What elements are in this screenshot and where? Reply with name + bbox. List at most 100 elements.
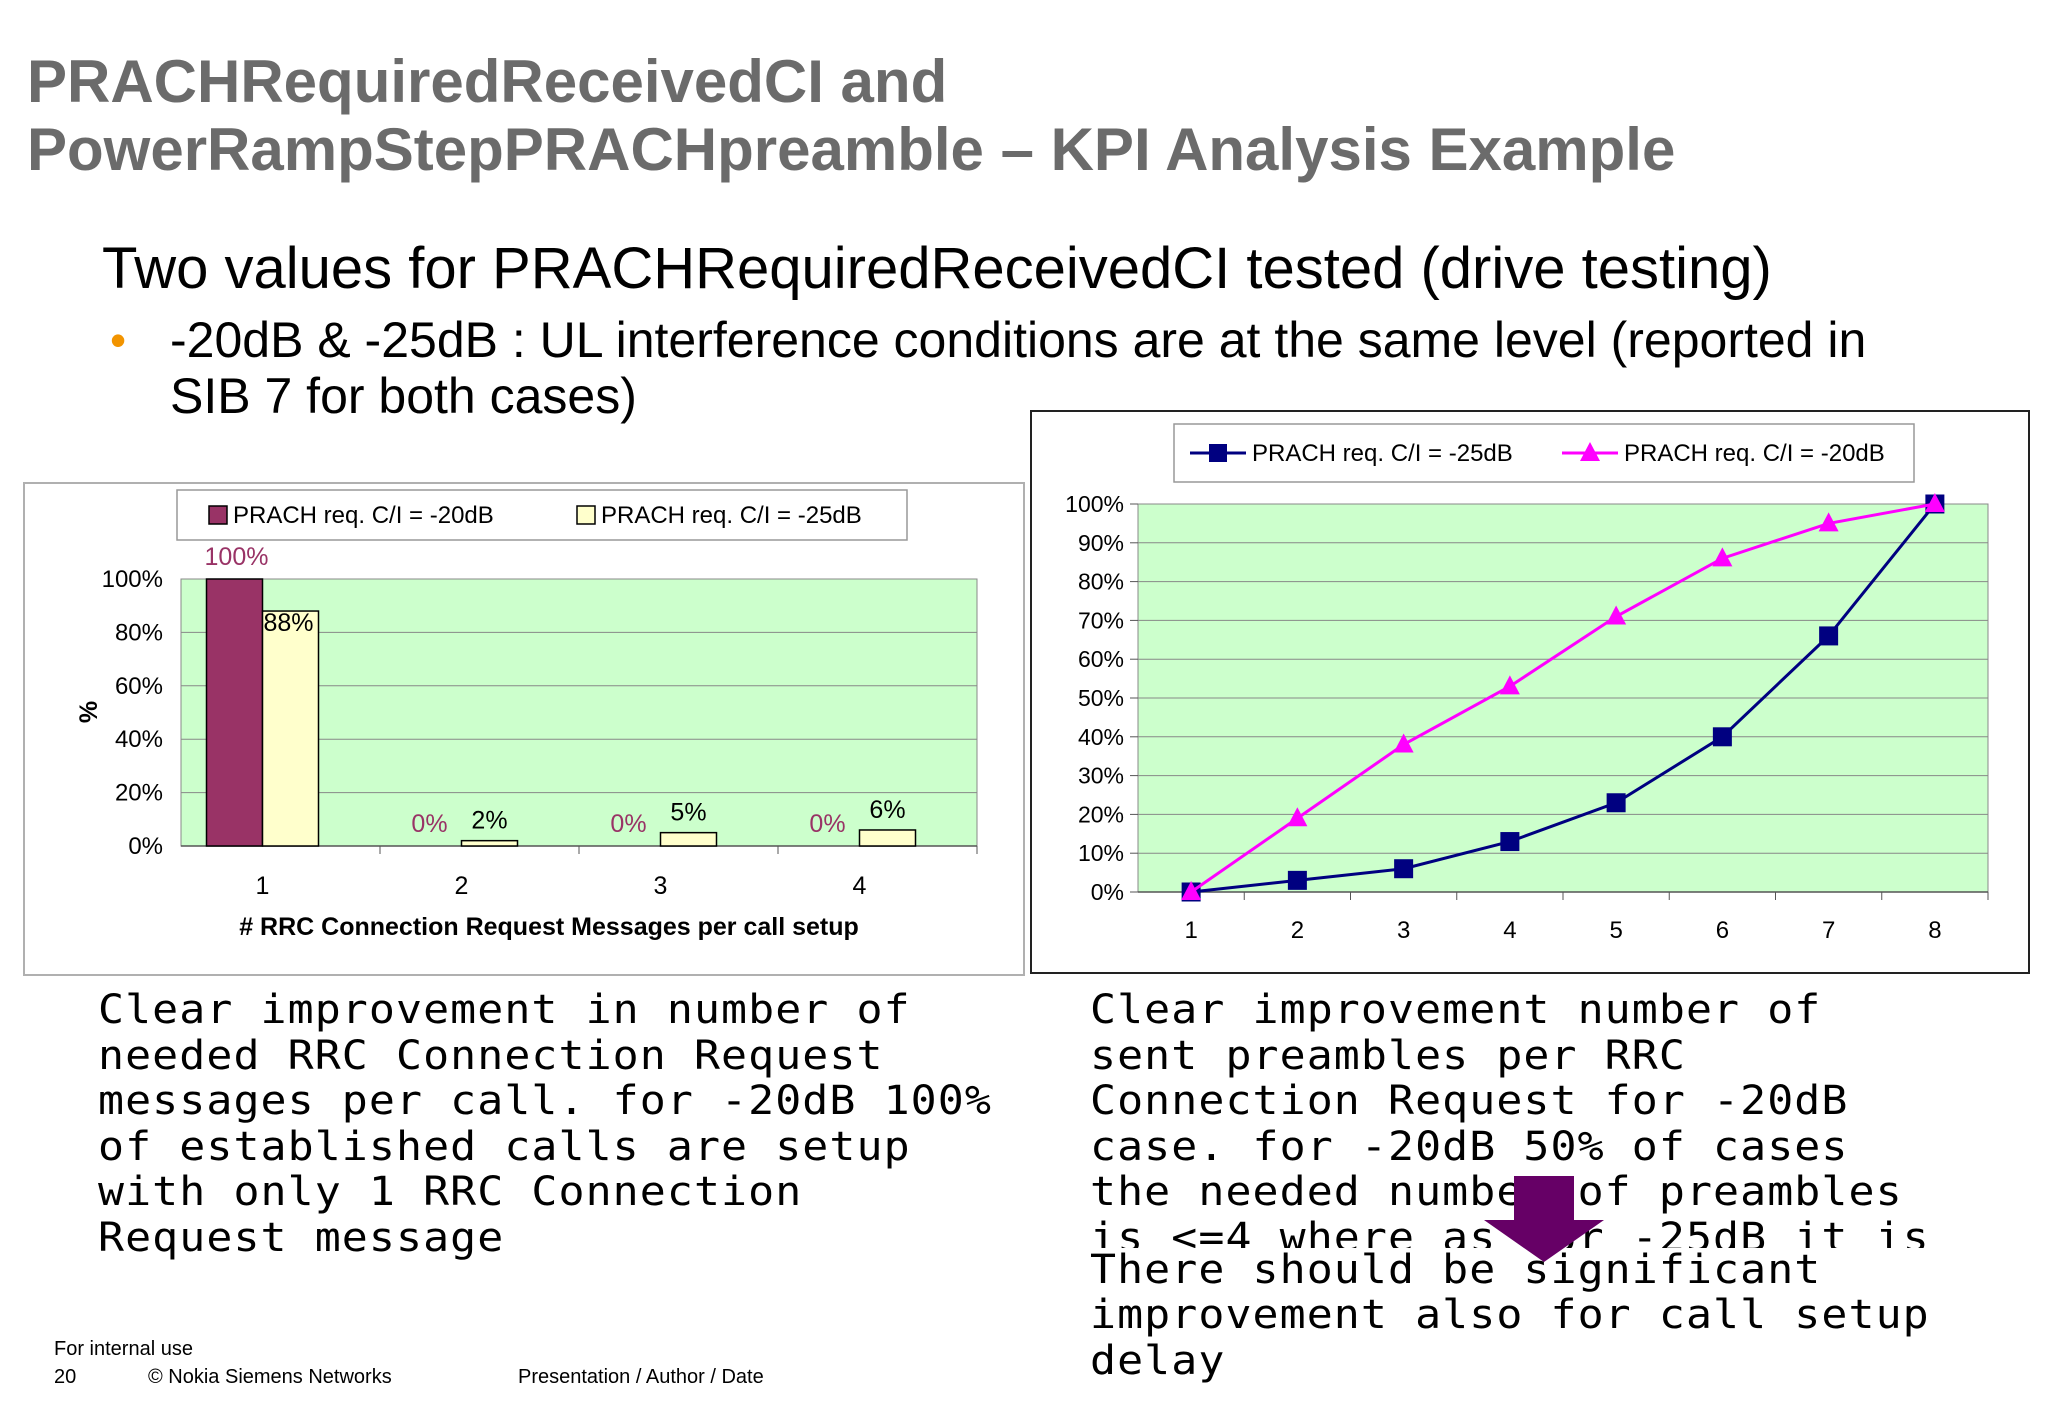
data-point	[1606, 605, 1627, 625]
data-point	[1606, 793, 1626, 813]
y-tick-label: 40%	[1078, 724, 1124, 750]
data-point	[1393, 733, 1414, 753]
bar	[205, 578, 264, 847]
y-tick-label: 0%	[128, 833, 163, 860]
y-tick-label: 80%	[115, 619, 163, 646]
data-point	[1819, 626, 1839, 646]
subtitle: Two values for PRACHRequiredReceivedCI t…	[102, 236, 1772, 301]
bar	[261, 610, 320, 847]
data-label: 0%	[411, 810, 447, 838]
y-tick-label: 70%	[1078, 607, 1124, 633]
right-note: Clear improvement number of sent preambl…	[1090, 987, 1930, 1384]
data-point	[1181, 881, 1202, 900]
legend-label: PRACH req. C/I = -20dB	[233, 502, 494, 529]
y-tick-label: 0%	[1091, 879, 1124, 905]
legend-marker	[1580, 442, 1600, 461]
y-tick-label: 100%	[102, 566, 163, 593]
y-tick-label: 30%	[1078, 763, 1124, 789]
left-note-line: needed RRC Connection Request	[98, 1032, 884, 1079]
y-tick-label: 20%	[1078, 801, 1124, 827]
left-note-line: of established calls are setup	[98, 1123, 911, 1170]
y-tick-label: 100%	[1065, 491, 1124, 517]
x-tick-label: 3	[654, 872, 668, 900]
legend-swatch	[576, 505, 596, 525]
data-point	[1394, 859, 1414, 879]
data-point	[1818, 512, 1839, 532]
line-chart: 0% 10% 20% 30% 40% 50% 60% 70% 80% 90% 100% 1 2 3 4 5 6 7…	[1065, 423, 1989, 944]
y-tick-label: 60%	[1078, 646, 1124, 672]
data-label: 88%	[263, 609, 313, 637]
legend-label: PRACH req. C/I = -20dB	[1624, 440, 1885, 467]
left-note-line: Clear improvement in number of	[98, 987, 911, 1033]
footer-page-number: 20	[54, 1366, 77, 1388]
legend-marker	[1209, 444, 1227, 462]
data-point	[1924, 493, 1945, 512]
data-label: 5%	[670, 799, 706, 827]
legend: PRACH req. C/I = -25dB PRACH req. C/I = -…	[1173, 423, 1915, 483]
data-point	[1712, 547, 1733, 567]
data-label: 0%	[809, 810, 845, 838]
slide-title: PRACHRequiredReceivedCI and PowerRampSte…	[27, 48, 2007, 184]
right-note-line: case. for -20dB 50% of cases	[1090, 1123, 1849, 1170]
down-arrow-icon	[1484, 1176, 1604, 1262]
x-tick-label: 4	[853, 872, 867, 900]
data-point	[1287, 870, 1307, 890]
legend-swatch	[208, 505, 228, 525]
legend-box	[1173, 423, 1915, 483]
y-tick-label: 20%	[115, 780, 163, 807]
data-point	[1499, 675, 1520, 695]
x-tick-label: 7	[1822, 917, 1835, 944]
y-tick-label: 90%	[1078, 530, 1124, 556]
right-note-line: improvement also for call setup	[1090, 1292, 1930, 1338]
x-tick-label: 6	[1716, 917, 1729, 944]
legend: PRACH req. C/I = -20dB PRACH req. C/I = -…	[176, 489, 908, 541]
title-line-1: PRACHRequiredReceivedCI and	[27, 48, 948, 115]
right-note-line: sent preambles per RRC	[1090, 1032, 1686, 1079]
right-note-line: Connection Request for -20dB	[1090, 1078, 1849, 1124]
footer-copyright: © Nokia Siemens Networks	[148, 1366, 392, 1388]
right-note-line: the needed number of preambles	[1090, 1169, 1903, 1215]
legend-label: PRACH req. C/I = -25dB	[1252, 440, 1513, 467]
bar	[858, 829, 917, 847]
bullet-text: -20dB & -25dB : UL interference conditio…	[170, 312, 1867, 424]
y-axis-title: %	[75, 701, 103, 723]
x-tick-label: 2	[1291, 917, 1304, 944]
x-tick-label: 2	[455, 872, 469, 900]
bullet-icon: •	[110, 314, 127, 366]
data-point	[1287, 807, 1308, 827]
x-axis-title: # RRC Connection Request Messages per ca…	[239, 913, 859, 941]
legend-box	[176, 489, 908, 541]
bar	[659, 831, 718, 847]
data-point	[1500, 832, 1520, 852]
legend-label: PRACH req. C/I = -25dB	[601, 502, 862, 529]
series-line	[1190, 503, 1937, 894]
x-tick-label: 8	[1928, 917, 1941, 944]
x-tick-label: 3	[1397, 917, 1410, 944]
title-line-2: PowerRampStepPRACHpreamble – KPI Analysi…	[27, 116, 1676, 183]
line-chart-frame: 0% 10% 20% 30% 40% 50% 60% 70% 80% 90% 100% 1 2 3 4 5 6 7…	[1030, 410, 2030, 974]
data-label: 6%	[869, 796, 905, 824]
x-tick-label: 5	[1609, 917, 1622, 944]
left-note-line: with only 1 RRC Connection	[98, 1169, 803, 1215]
data-label: 100%	[205, 543, 269, 571]
y-tick-label: 80%	[1078, 569, 1124, 595]
left-note-line: messages per call. for -20dB 100%	[98, 1078, 992, 1124]
y-tick-label: 50%	[1078, 685, 1124, 711]
bar-chart-frame: 0% 20% 40% 60% 80% 100% 100% 88% 1 0% 2% 2 0% 5% 3 0% 6%…	[23, 482, 1025, 976]
bar-chart: 0%20%40%60%80%100%100%88%10% 2%20% 5%30%6%…	[75, 489, 978, 941]
data-label: 0%	[610, 810, 646, 838]
left-note: Clear improvement in number of needed RR…	[98, 987, 992, 1261]
bar	[460, 839, 519, 847]
y-tick-label: 40%	[115, 726, 163, 753]
left-note-line: Request message	[98, 1214, 505, 1261]
x-tick-label: 1	[1184, 917, 1197, 944]
y-tick-label: 60%	[115, 673, 163, 700]
footer-presentation: Presentation / Author / Date	[518, 1366, 764, 1388]
x-tick-label: 1	[256, 872, 270, 900]
footer-classification: For internal use	[54, 1338, 193, 1360]
data-point	[1712, 727, 1732, 747]
right-note-line: delay	[1090, 1337, 1226, 1384]
right-note-line: Clear improvement number of	[1090, 987, 1822, 1033]
x-tick-label: 4	[1503, 917, 1516, 944]
right-note-line: There should be significant	[1090, 1246, 1822, 1293]
